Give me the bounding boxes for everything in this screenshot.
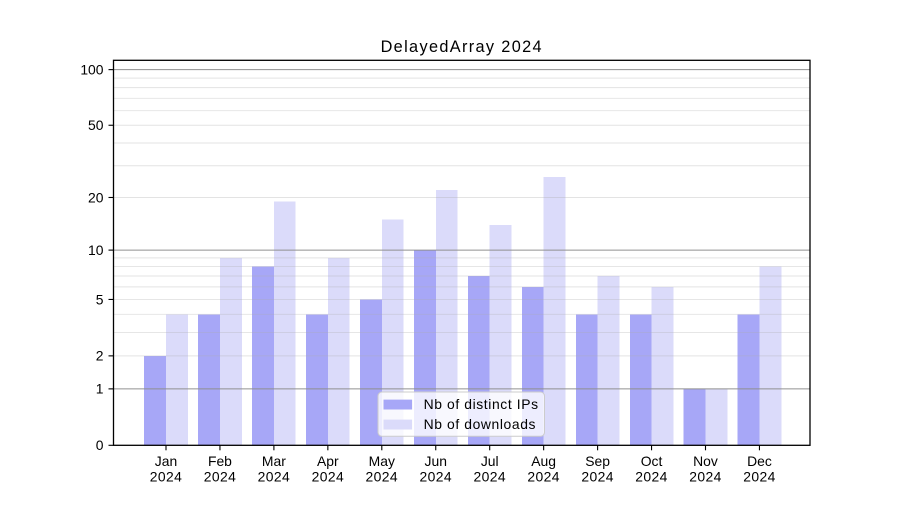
- svg-text:2024: 2024: [419, 469, 452, 485]
- svg-text:20: 20: [88, 189, 104, 205]
- svg-text:Dec: Dec: [747, 453, 772, 469]
- svg-text:2024: 2024: [743, 469, 776, 485]
- svg-text:2024: 2024: [366, 469, 399, 485]
- svg-text:Oct: Oct: [641, 453, 663, 469]
- svg-text:2024: 2024: [150, 469, 183, 485]
- svg-text:2024: 2024: [635, 469, 668, 485]
- svg-text:Aug: Aug: [531, 453, 556, 469]
- svg-text:2024: 2024: [689, 469, 722, 485]
- svg-text:Apr: Apr: [317, 453, 339, 469]
- svg-text:100: 100: [80, 61, 103, 77]
- svg-text:Nb of downloads: Nb of downloads: [424, 416, 536, 432]
- svg-text:Jul: Jul: [481, 453, 499, 469]
- svg-text:2024: 2024: [258, 469, 291, 485]
- svg-text:0: 0: [96, 437, 104, 453]
- svg-text:1: 1: [96, 381, 104, 397]
- svg-text:Jun: Jun: [425, 453, 447, 469]
- svg-text:Jan: Jan: [155, 453, 177, 469]
- svg-text:50: 50: [88, 117, 104, 133]
- svg-text:Nov: Nov: [693, 453, 718, 469]
- svg-text:DelayedArray 2024: DelayedArray 2024: [381, 38, 543, 56]
- svg-text:Nb of distinct IPs: Nb of distinct IPs: [424, 396, 539, 412]
- svg-text:Sep: Sep: [585, 453, 610, 469]
- svg-text:2024: 2024: [204, 469, 237, 485]
- svg-text:May: May: [369, 453, 395, 469]
- svg-text:2024: 2024: [527, 469, 560, 485]
- svg-text:5: 5: [96, 291, 104, 307]
- svg-text:10: 10: [88, 242, 104, 258]
- svg-text:2024: 2024: [312, 469, 345, 485]
- svg-text:Feb: Feb: [208, 453, 232, 469]
- svg-text:2: 2: [96, 348, 104, 364]
- svg-text:2024: 2024: [581, 469, 614, 485]
- svg-text:Mar: Mar: [262, 453, 286, 469]
- svg-text:2024: 2024: [473, 469, 506, 485]
